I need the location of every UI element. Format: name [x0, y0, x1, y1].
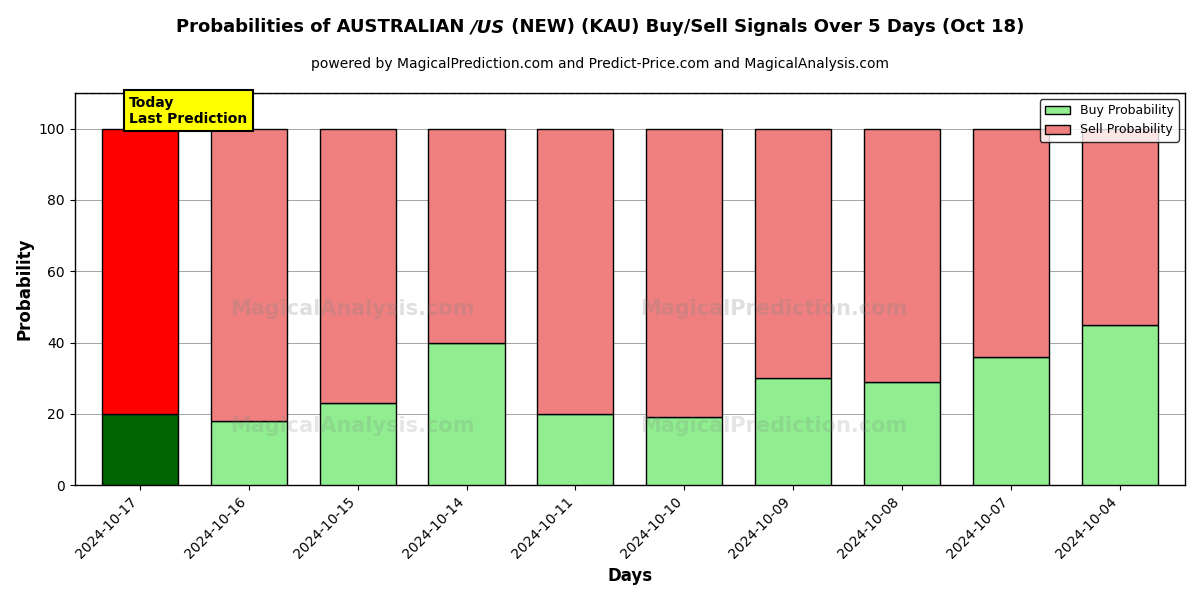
Bar: [538, 414, 613, 485]
Bar: [319, 403, 396, 485]
Text: powered by MagicalPrediction.com and Predict-Price.com and MagicalAnalysis.com: powered by MagicalPrediction.com and Pre…: [311, 57, 889, 71]
Bar: [211, 128, 287, 421]
Bar: [755, 378, 832, 485]
Bar: [973, 128, 1049, 357]
Legend: Buy Probability, Sell Probability: Buy Probability, Sell Probability: [1040, 99, 1178, 142]
Bar: [646, 128, 722, 418]
Text: (NEW) (KAU) Buy/Sell Signals Over 5 Days (Oct 18): (NEW) (KAU) Buy/Sell Signals Over 5 Days…: [505, 18, 1024, 36]
Text: MagicalAnalysis.com: MagicalAnalysis.com: [230, 416, 474, 436]
Bar: [102, 414, 178, 485]
X-axis label: Days: Days: [607, 567, 653, 585]
Text: /US: /US: [470, 18, 505, 36]
Y-axis label: Probability: Probability: [16, 238, 34, 340]
Text: Probabilities of AUSTRALIAN: Probabilities of AUSTRALIAN: [176, 18, 470, 36]
Bar: [428, 128, 505, 343]
Bar: [211, 421, 287, 485]
Text: Today
Last Prediction: Today Last Prediction: [130, 96, 247, 126]
Bar: [646, 418, 722, 485]
Bar: [538, 128, 613, 414]
Bar: [102, 128, 178, 414]
Bar: [973, 357, 1049, 485]
Bar: [319, 128, 396, 403]
Bar: [428, 343, 505, 485]
Text: MagicalPrediction.com: MagicalPrediction.com: [641, 416, 907, 436]
Text: MagicalAnalysis.com: MagicalAnalysis.com: [230, 299, 474, 319]
Text: MagicalPrediction.com: MagicalPrediction.com: [641, 299, 907, 319]
Bar: [755, 128, 832, 378]
Bar: [864, 128, 940, 382]
Bar: [864, 382, 940, 485]
Bar: [1081, 128, 1158, 325]
Bar: [1081, 325, 1158, 485]
